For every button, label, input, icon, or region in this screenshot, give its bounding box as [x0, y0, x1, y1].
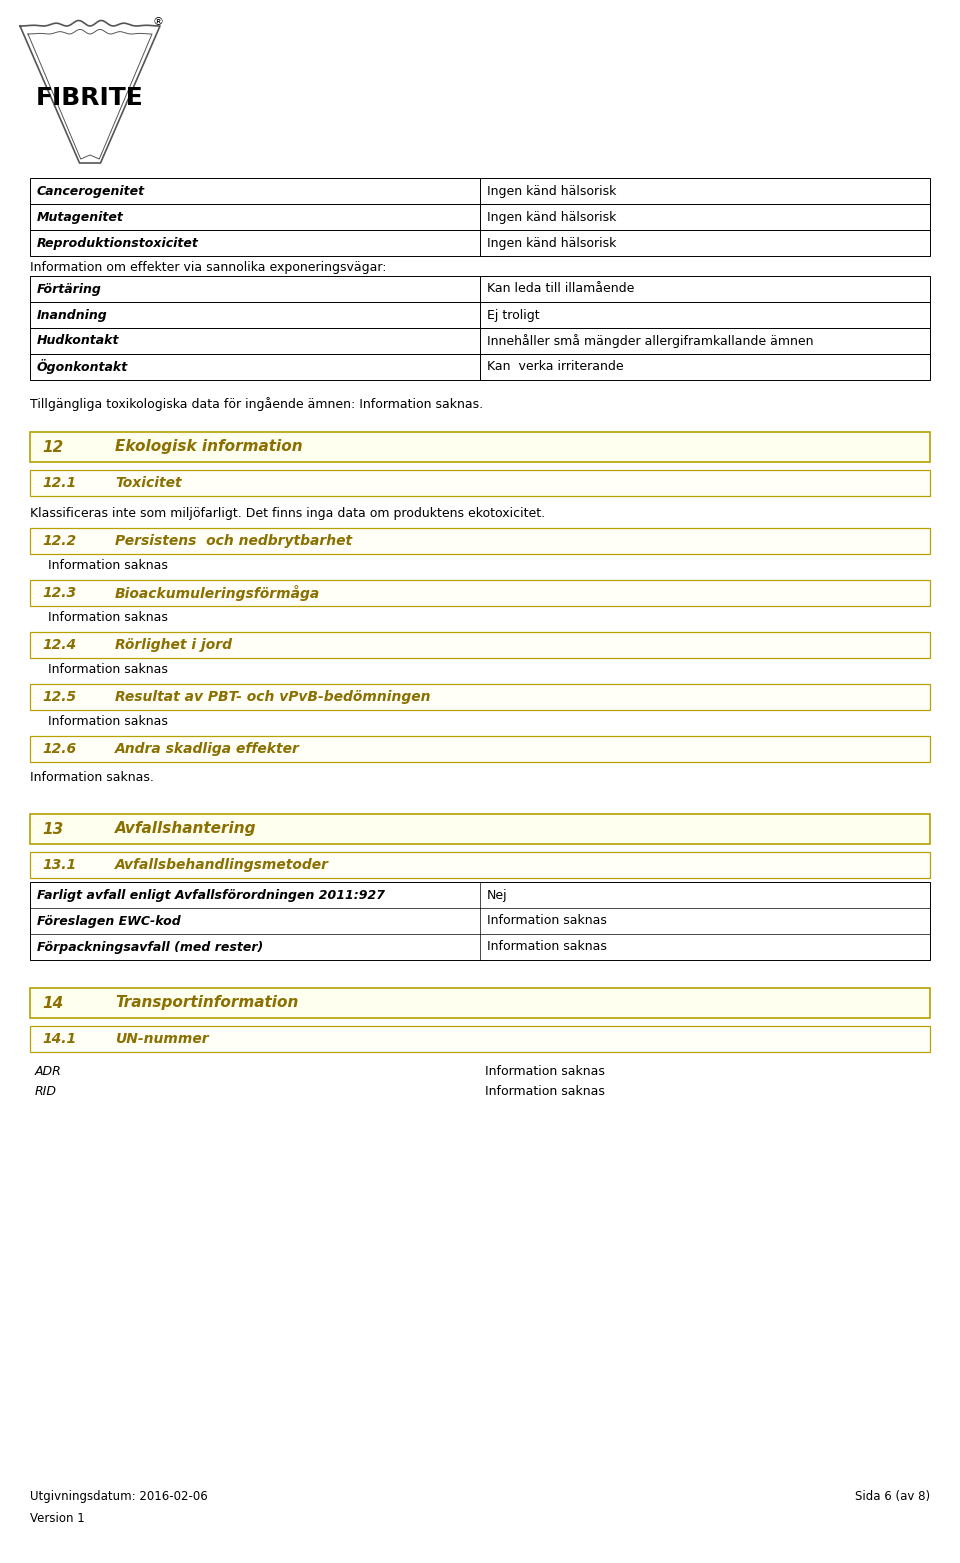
Bar — [30, 814, 930, 844]
Text: Ögonkontakt: Ögonkontakt — [37, 359, 129, 375]
Text: Inandning: Inandning — [37, 308, 108, 322]
Text: Information saknas: Information saknas — [48, 663, 168, 677]
Text: Information saknas.: Information saknas. — [30, 771, 154, 785]
Text: Hudkontakt: Hudkontakt — [37, 334, 119, 347]
Text: Farligt avfall enligt Avfallsförordningen 2011:927: Farligt avfall enligt Avfallsförordninge… — [37, 888, 385, 902]
Text: Förtäring: Förtäring — [37, 283, 102, 295]
Bar — [30, 230, 930, 256]
Text: Toxicitet: Toxicitet — [115, 477, 181, 489]
Text: Kan  verka irriterande: Kan verka irriterande — [487, 361, 624, 374]
Text: Ingen känd hälsorisk: Ingen känd hälsorisk — [487, 211, 616, 224]
Polygon shape — [20, 20, 160, 163]
Bar — [30, 470, 930, 495]
Text: 14.1: 14.1 — [42, 1032, 76, 1046]
Bar — [30, 882, 930, 960]
Text: Kan leda till illamående: Kan leda till illamående — [487, 283, 635, 295]
Text: Utgivningsdatum: 2016-02-06: Utgivningsdatum: 2016-02-06 — [30, 1490, 207, 1504]
Text: ®: ® — [153, 17, 163, 27]
Text: Ingen känd hälsorisk: Ingen känd hälsorisk — [487, 236, 616, 250]
Bar — [30, 353, 930, 380]
Text: Avfallshantering: Avfallshantering — [115, 822, 256, 836]
Text: Ej troligt: Ej troligt — [487, 308, 540, 322]
Bar — [30, 685, 930, 710]
Text: Information saknas: Information saknas — [48, 714, 168, 728]
Bar — [30, 178, 930, 205]
Text: Information saknas: Information saknas — [485, 1085, 605, 1097]
Text: 12.6: 12.6 — [42, 742, 76, 756]
Text: 12.4: 12.4 — [42, 638, 76, 652]
Text: Andra skadliga effekter: Andra skadliga effekter — [115, 742, 300, 756]
Text: Mutagenitet: Mutagenitet — [37, 211, 124, 224]
Bar — [30, 736, 930, 763]
Text: Bioackumuleringsförmåga: Bioackumuleringsförmåga — [115, 585, 321, 602]
Text: Cancerogenitet: Cancerogenitet — [37, 184, 145, 197]
Text: Information saknas: Information saknas — [48, 611, 168, 624]
Text: Transportinformation: Transportinformation — [115, 996, 299, 1011]
Text: RID: RID — [35, 1085, 57, 1097]
Text: Information saknas: Information saknas — [485, 1064, 605, 1078]
Text: FIBRITE: FIBRITE — [36, 86, 144, 109]
Text: 12: 12 — [42, 439, 63, 455]
Text: Information saknas: Information saknas — [48, 560, 168, 572]
Text: Ekologisk information: Ekologisk information — [115, 439, 302, 455]
Text: UN-nummer: UN-nummer — [115, 1032, 208, 1046]
Text: Persistens  och nedbrytbarhet: Persistens och nedbrytbarhet — [115, 535, 352, 549]
Bar — [30, 1025, 930, 1052]
Bar — [30, 302, 930, 328]
Bar — [30, 205, 930, 230]
Bar — [30, 277, 930, 302]
Text: Information saknas: Information saknas — [487, 941, 607, 953]
Text: 12.2: 12.2 — [42, 535, 76, 549]
Text: 12.3: 12.3 — [42, 586, 76, 600]
Text: Nej: Nej — [487, 888, 508, 902]
Text: Innehåller små mängder allergiframkallande ämnen: Innehåller små mängder allergiframkallan… — [487, 334, 813, 349]
Text: Avfallsbehandlingsmetoder: Avfallsbehandlingsmetoder — [115, 858, 329, 872]
Text: 12.5: 12.5 — [42, 689, 76, 703]
Text: 13.1: 13.1 — [42, 858, 76, 872]
Text: Ingen känd hälsorisk: Ingen känd hälsorisk — [487, 184, 616, 197]
Bar — [30, 328, 930, 353]
Text: Information om effekter via sannolika exponeringsvägar:: Information om effekter via sannolika ex… — [30, 261, 387, 274]
Bar — [30, 580, 930, 606]
Bar — [30, 631, 930, 658]
Text: Resultat av PBT- och vPvB-bedömningen: Resultat av PBT- och vPvB-bedömningen — [115, 689, 430, 703]
Text: Tillgängliga toxikologiska data för ingående ämnen: Information saknas.: Tillgängliga toxikologiska data för ingå… — [30, 397, 483, 411]
Bar — [30, 431, 930, 463]
Text: ADR: ADR — [35, 1064, 61, 1078]
Text: 13: 13 — [42, 822, 63, 836]
Bar — [30, 988, 930, 1018]
Text: Förpackningsavfall (med rester): Förpackningsavfall (med rester) — [37, 941, 263, 953]
Bar — [30, 852, 930, 878]
Text: Rörlighet i jord: Rörlighet i jord — [115, 638, 232, 652]
Text: 14: 14 — [42, 996, 63, 1011]
Text: Reproduktionstoxicitet: Reproduktionstoxicitet — [37, 236, 199, 250]
Text: Föreslagen EWC-kod: Föreslagen EWC-kod — [37, 914, 180, 927]
Text: Klassificeras inte som miljöfarligt. Det finns inga data om produktens ekotoxici: Klassificeras inte som miljöfarligt. Det… — [30, 506, 545, 520]
Text: Version 1: Version 1 — [30, 1511, 84, 1525]
Text: Sida 6 (av 8): Sida 6 (av 8) — [854, 1490, 930, 1504]
Bar — [30, 528, 930, 553]
Text: Information saknas: Information saknas — [487, 914, 607, 927]
Text: 12.1: 12.1 — [42, 477, 76, 489]
